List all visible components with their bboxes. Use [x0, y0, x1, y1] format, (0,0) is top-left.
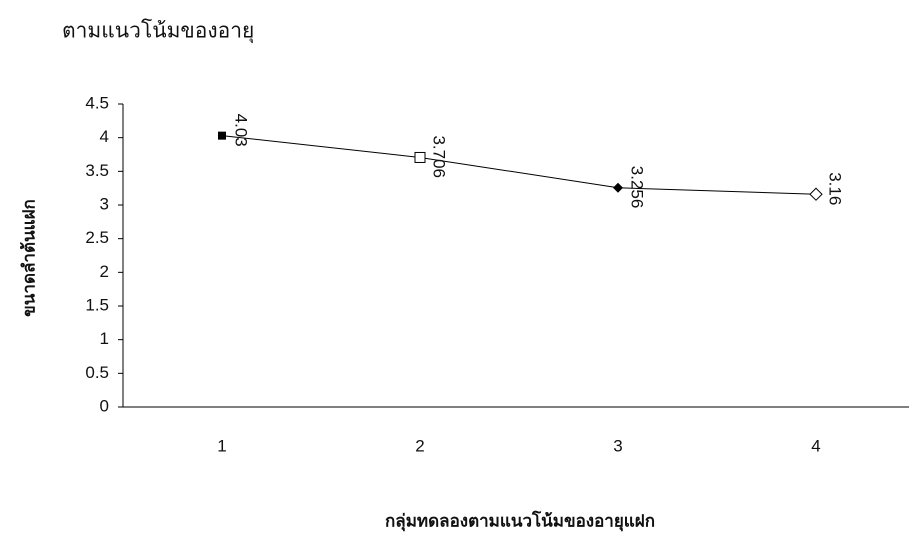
y-tick-label: 3 [100, 194, 109, 213]
x-tick-label: 4 [811, 436, 820, 455]
y-tick-label: 4 [100, 127, 109, 146]
marker [613, 182, 623, 193]
data-line [221, 135, 817, 195]
y-tick-label: 1 [100, 329, 109, 348]
x-tick-label: 2 [415, 436, 424, 455]
marker [809, 187, 823, 201]
y-tick-label: 1.5 [85, 295, 109, 314]
x-axis-label: กลุ่มทดลองตามแนวโน้มของอายุแฝก [385, 511, 655, 532]
y-tick-label: 4.5 [85, 93, 109, 112]
y-tick-label: 2 [100, 262, 109, 281]
y-axis-label: ขนาดลำต้นแฝก [20, 199, 40, 317]
data-label: 3.256 [628, 166, 647, 209]
marker [414, 151, 426, 163]
marker [218, 131, 226, 140]
y-tick-label: 2.5 [85, 228, 109, 247]
data-label: 4.03 [232, 114, 251, 147]
x-tick-label: 3 [613, 436, 622, 455]
data-label: 3.16 [826, 172, 845, 205]
chart-title: ตามแนวโน้มของอายุ [62, 19, 254, 44]
data-label: 3.706 [430, 135, 449, 178]
x-tick-label: 1 [217, 436, 226, 455]
y-tick-label: 0.5 [85, 363, 109, 382]
y-tick-label: 3.5 [85, 161, 109, 180]
y-tick-label: 0 [100, 396, 109, 415]
